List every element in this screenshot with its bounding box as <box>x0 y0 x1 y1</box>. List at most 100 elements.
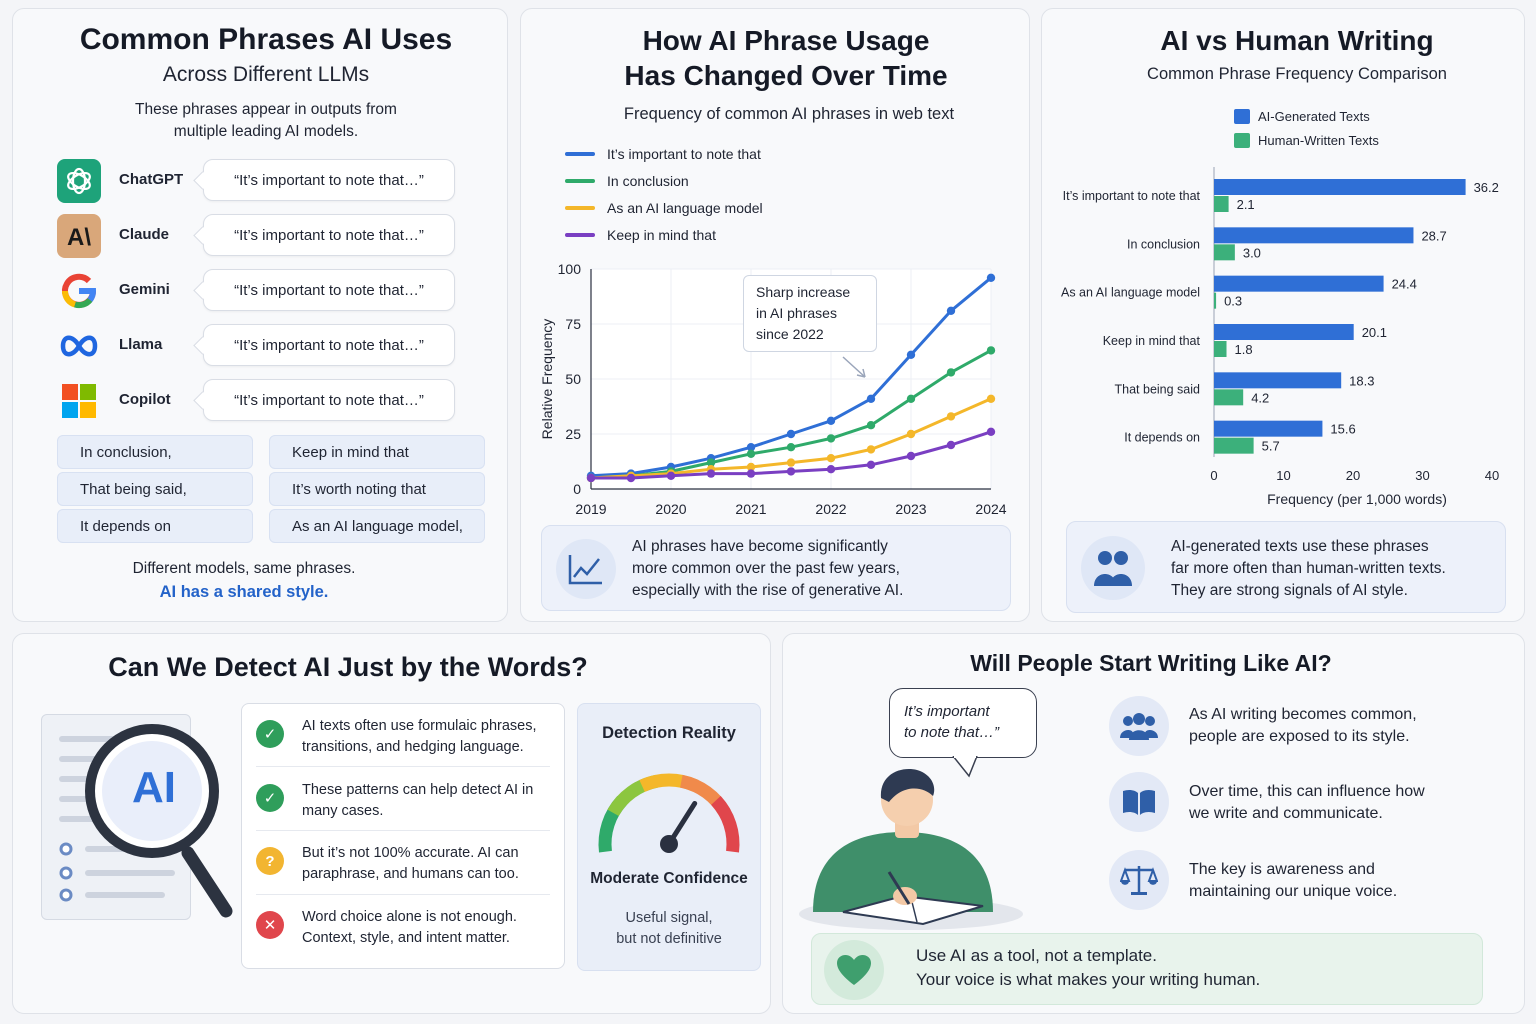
ai-vs-human-panel: AI vs Human Writing Common Phrase Freque… <box>1041 8 1525 622</box>
heart-icon <box>824 940 884 1000</box>
y-tick-label: 25 <box>565 426 581 442</box>
legend-swatch <box>1234 133 1250 148</box>
phrase-chip: In conclusion, <box>57 435 253 469</box>
checklist-line: Word choice alone is not enough. <box>302 909 517 925</box>
x-tick-label: 40 <box>1485 468 1499 483</box>
panel-title: AI vs Human Writing <box>1160 25 1434 56</box>
x-tick-label: 2021 <box>735 501 766 517</box>
chart-callout: Sharp increase in AI phrases since 2022 <box>743 275 877 352</box>
data-point <box>866 460 876 469</box>
legend-item: As an AI language model <box>565 198 763 218</box>
bar-chart: It’s important to note that 36.2 2.1 In con… <box>1061 167 1499 507</box>
panel-subtitle: Across Different LLMs <box>162 63 370 86</box>
legend-item: Human-Written Texts <box>1234 133 1379 148</box>
influence-text: As AI writing becomes common, people are … <box>1189 704 1489 748</box>
bar <box>1214 372 1342 389</box>
gauge-segment <box>710 796 740 853</box>
legend-item: AI-Generated Texts <box>1234 109 1370 124</box>
model-name: ChatGPT <box>119 171 184 188</box>
phrase-chip: That being said, <box>57 472 253 506</box>
intro-line: These phrases appear in outputs from <box>135 101 397 118</box>
gauge-note-line: but not definitive <box>616 931 722 947</box>
x-tick-label: 10 <box>1276 468 1290 483</box>
note-line: AI phrases have become significantly <box>632 538 888 555</box>
callout-line: since 2022 <box>756 326 824 342</box>
data-point <box>906 350 916 359</box>
question-icon: ? <box>256 847 284 875</box>
panel-footer: Different models, same phrases. <box>132 560 356 577</box>
bar <box>1214 244 1235 261</box>
bar-value-label: 28.7 <box>1421 228 1446 243</box>
note-line: far more often than human-written texts. <box>1171 560 1446 577</box>
divider <box>256 830 550 831</box>
data-point <box>826 434 836 443</box>
checklist-text: These patterns can help detect AI in many… <box>302 780 562 822</box>
data-point <box>666 471 676 480</box>
bar <box>1214 389 1244 406</box>
banner-line: Use AI as a tool, not a template. <box>916 946 1157 965</box>
llm-row-chatgpt: ChatGPT “It’s important to note that…” <box>57 159 467 203</box>
influence-line: maintaining our unique voice. <box>1189 883 1398 900</box>
data-point <box>706 469 716 478</box>
influence-line: we write and communicate. <box>1189 805 1383 822</box>
panel-title: Will People Start Writing Like AI? <box>970 650 1332 676</box>
phrase-trend-panel: How AI Phrase Usage Has Changed Over Tim… <box>520 8 1030 622</box>
x-tick-label: 2023 <box>895 501 926 517</box>
quote-bubble: “It’s important to note that…” <box>203 159 455 201</box>
data-point <box>866 394 876 403</box>
callout-line: Sharp increase <box>756 284 851 300</box>
note-text: AI-generated texts use these phrases far… <box>1171 536 1446 602</box>
data-point <box>986 346 996 355</box>
phrase-chip: It depends on <box>57 509 253 543</box>
closing-banner: Use AI as a tool, not a template. Your v… <box>811 933 1483 1005</box>
data-point <box>586 473 596 483</box>
open-book-icon <box>1109 772 1169 832</box>
x-tick-label: 2024 <box>975 501 1006 517</box>
panel-title: Has Changed Over Time <box>624 60 948 91</box>
legend-swatch <box>565 233 595 237</box>
person-writing-illustration <box>799 769 1023 930</box>
panel-title: Common Phrases AI Uses <box>79 23 453 56</box>
gemini-g-logo-icon <box>57 269 101 313</box>
banner-text: Use AI as a tool, not a template. Your v… <box>916 944 1260 992</box>
people-group-icon <box>1109 696 1169 756</box>
chart-subtitle: Frequency of common AI phrases in web te… <box>623 105 955 123</box>
legend-swatch <box>1234 109 1250 124</box>
x-tick-label: 20 <box>1346 468 1360 483</box>
quote-bubble: “It’s important to note that…” <box>203 214 455 256</box>
panel-title: How AI Phrase Usage <box>642 25 930 56</box>
bar <box>1214 341 1227 357</box>
bar <box>1214 196 1229 212</box>
note-line: They are strong signals of AI style. <box>1171 582 1408 599</box>
magnifier-ai-label: AI <box>132 763 176 812</box>
checklist-line: These patterns can help detect AI in <box>302 782 534 798</box>
data-point <box>786 458 796 467</box>
note-text: AI phrases have become significantly mor… <box>632 536 903 602</box>
comparison-note: AI-generated texts use these phrases far… <box>1066 521 1506 613</box>
data-point <box>986 427 996 436</box>
x-tick-label: 0 <box>1210 468 1217 483</box>
bar-value-label: 18.3 <box>1349 373 1374 388</box>
data-point <box>906 429 916 439</box>
panel-intro: These phrases appear in outputs from mul… <box>13 99 519 143</box>
model-name: Claude <box>119 226 170 243</box>
trend-chart-icon <box>556 539 616 599</box>
data-point <box>746 469 756 478</box>
llm-phrases-panel: Common Phrases AI Uses Across Different … <box>12 8 508 622</box>
panel-subtitle: Common Phrase Frequency Comparison <box>1147 65 1447 83</box>
detection-panel: Can We Detect AI Just by the Words? AI ✓… <box>12 633 771 1014</box>
model-name: Copilot <box>119 391 171 408</box>
y-tick-label: 75 <box>565 316 581 332</box>
data-point <box>946 306 956 315</box>
x-tick-label: 2020 <box>655 501 686 517</box>
legend-swatch <box>565 206 595 210</box>
legend-item: Keep in mind that <box>565 225 716 245</box>
checklist-line: AI texts often use formulaic phrases, <box>302 718 537 734</box>
x-tick-label: 2022 <box>815 501 846 517</box>
category-label: That being said <box>1115 382 1201 396</box>
quote-bubble: “It’s important to note that…” <box>203 379 455 421</box>
model-name: Gemini <box>119 281 170 298</box>
llm-row-llama: Llama “It’s important to note that…” <box>57 324 467 366</box>
influence-line: Over time, this can influence how <box>1189 783 1425 800</box>
y-tick-label: 0 <box>573 481 581 497</box>
